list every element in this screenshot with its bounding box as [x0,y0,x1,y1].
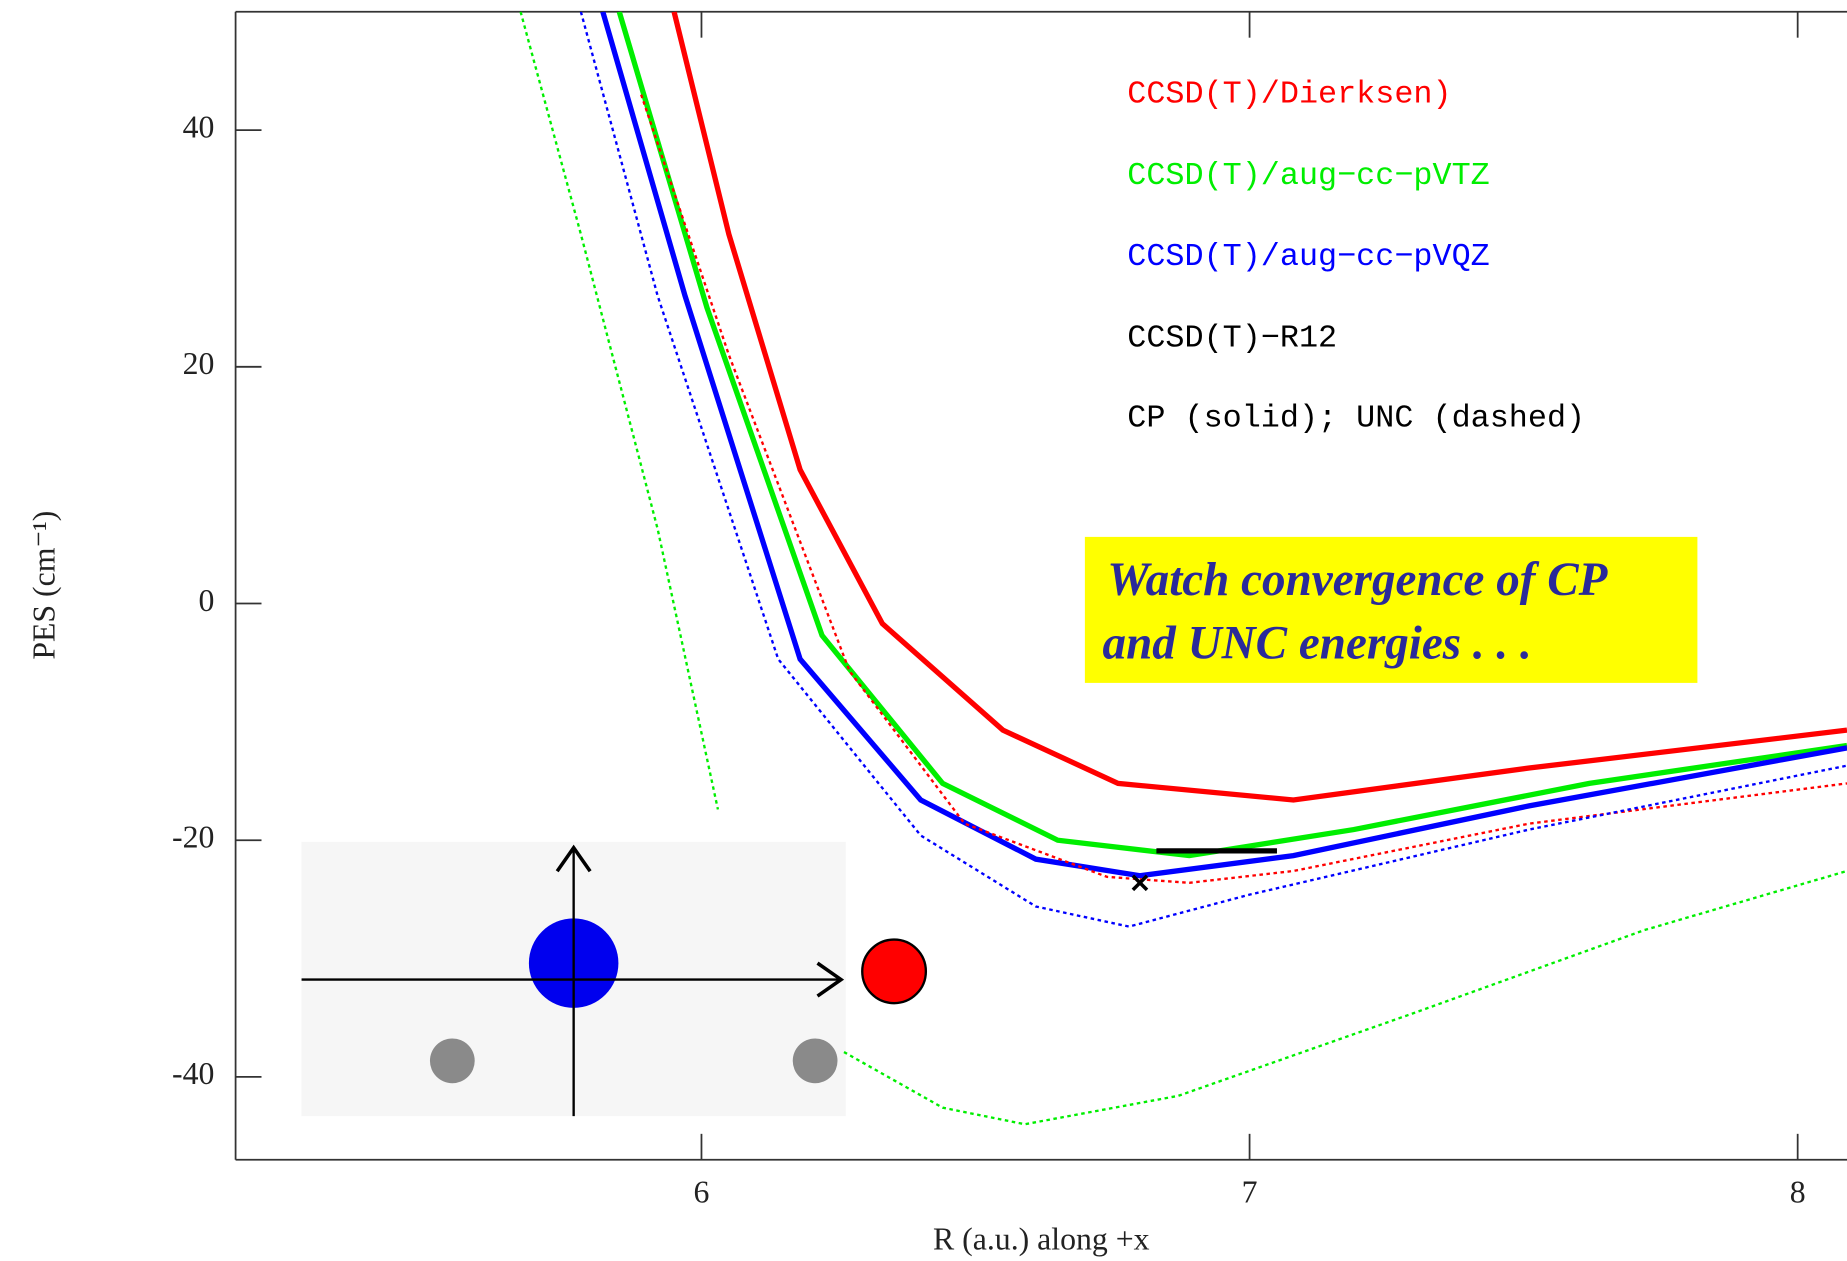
dashed-line [640,94,1847,884]
y-tick-label: 20 [183,346,215,381]
arrow-head [816,961,845,998]
solid-line [600,11,1847,879]
y-tick-label: -40 [172,1056,214,1091]
x-tick-label: 7 [1242,1174,1258,1209]
x-tick-label: 6 [694,1174,710,1209]
x-tick-label: 8 [1790,1174,1806,1209]
annotation: and UNC energies . . . [1103,617,1532,669]
y-axis-label: PES (cm⁻¹) [26,511,61,660]
plot-frame [234,10,1847,1161]
plot-area [519,11,1847,1126]
annotation-box [1084,536,1698,683]
legend-entry: CCSD(T)/aug−cc−pVTZ [1127,158,1489,194]
atom [792,1038,838,1084]
dashed-line [519,11,1847,1126]
legend-entry: CCSD(T)/aug−cc−pVQZ [1127,239,1489,275]
y-tick-label: 0 [198,583,214,618]
legend-entry: CCSD(T)/Dierksen) [1127,77,1451,113]
solid-line [671,11,1847,803]
legend-note: CP (solid); UNC (dashed) [1127,400,1585,436]
solid-line [616,11,1847,859]
dashed-line [579,11,1847,928]
atom [429,1038,475,1084]
marker-x [1131,874,1149,892]
atom [861,938,928,1005]
inset-diagram [301,841,928,1117]
annotation: Watch convergence of CP [1107,554,1608,606]
legend-entry: CCSD(T)−R12 [1127,320,1337,356]
x-axis-label: R (a.u.) along +x [933,1221,1150,1256]
arrow-head [555,844,592,873]
y-tick-label: -20 [172,820,214,855]
y-tick-label: 40 [183,109,215,144]
